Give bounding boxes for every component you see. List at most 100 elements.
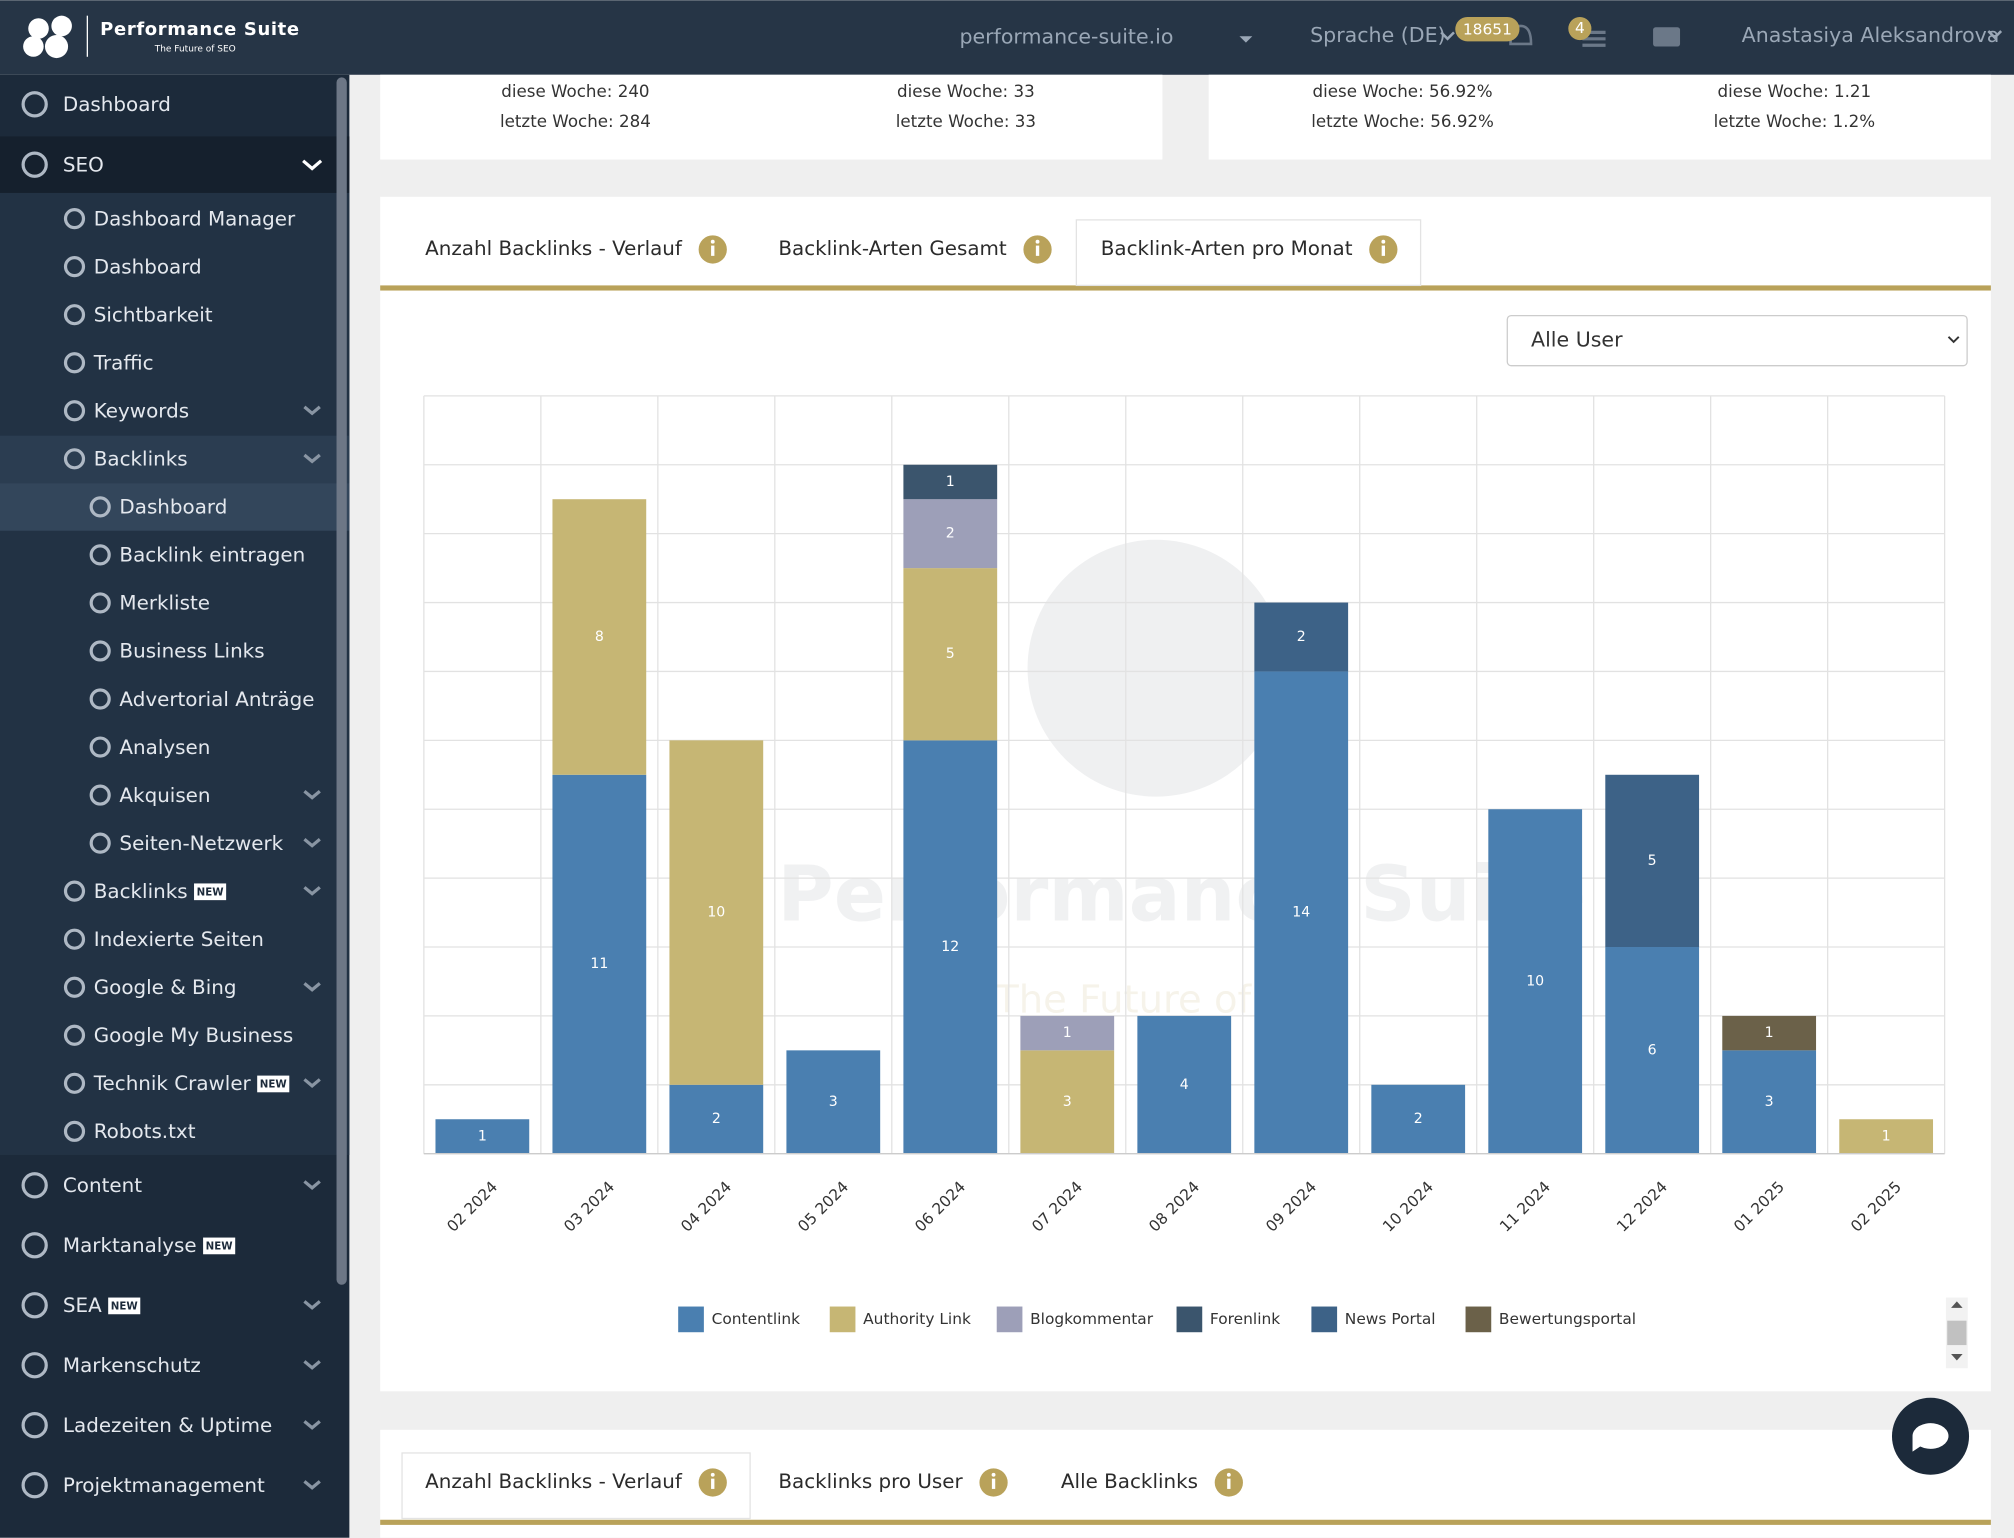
chat-icon	[1912, 1423, 1949, 1452]
menu-item[interactable]: Marktanalyse	[63, 1234, 197, 1257]
chevron[interactable]	[302, 159, 323, 171]
menu-item[interactable]: Seiten-Netzwerk	[119, 832, 283, 855]
tab[interactable]: Anzahl Backlinks - Verlauf	[425, 237, 683, 260]
menu-item[interactable]: Dashboard	[119, 496, 227, 519]
legend-swatch[interactable]	[1311, 1306, 1338, 1333]
menu-icon	[89, 688, 111, 710]
legend-swatch[interactable]	[829, 1306, 856, 1333]
menu-item[interactable]: Robots.txt	[94, 1120, 196, 1143]
info-glyph	[1227, 1478, 1231, 1489]
menu-item[interactable]: SEO	[63, 153, 104, 176]
legend-label[interactable]: News Portal	[1345, 1310, 1436, 1328]
chevron[interactable]	[303, 1480, 321, 1490]
info-glyph	[711, 1478, 715, 1489]
tab-underline	[380, 1519, 1991, 1525]
tab[interactable]: Alle Backlinks	[1061, 1470, 1198, 1493]
menu-item[interactable]: Markenschutz	[63, 1354, 201, 1377]
value-label: 12	[941, 939, 959, 955]
value-label: 1	[1063, 1025, 1072, 1041]
menu-icon	[21, 1292, 48, 1319]
chevron[interactable]	[303, 982, 321, 992]
value-label: 5	[946, 646, 955, 662]
legend-swatch[interactable]	[1465, 1306, 1492, 1333]
menu-item[interactable]: Backlinks	[94, 880, 188, 903]
menu-icon	[89, 784, 111, 806]
value-label: 14	[1292, 905, 1310, 921]
info-glyph	[711, 245, 715, 256]
menu-item[interactable]: Content	[63, 1174, 142, 1197]
menu-item[interactable]: Traffic	[93, 352, 154, 375]
notification-badge	[1568, 16, 1592, 41]
menu-item[interactable]: Dashboard	[94, 255, 202, 278]
bar-segment	[1839, 1119, 1934, 1154]
bar-segment	[1371, 1084, 1466, 1154]
menu-item[interactable]: Indexierte Seiten	[94, 928, 264, 951]
tab[interactable]: Anzahl Backlinks - Verlauf	[425, 1470, 683, 1493]
value-label: 2	[712, 1111, 721, 1127]
menu-item[interactable]: Projektmanagement	[63, 1474, 265, 1497]
menu-item[interactable]: Advertorial Anträge	[119, 688, 314, 711]
mail-icon[interactable]	[1653, 27, 1681, 47]
menu-item[interactable]: Sichtbarkeit	[94, 303, 213, 326]
caret	[1987, 30, 2003, 40]
chevron[interactable]	[303, 453, 321, 464]
menu-item[interactable]: Google & Bing	[94, 976, 237, 999]
language-select[interactable]: Sprache (DE)	[1310, 23, 1445, 47]
menu-icon	[21, 1172, 48, 1199]
menu-item[interactable]: Analysen	[119, 736, 210, 759]
stat-text: letzte Woche: 1.2%	[1714, 112, 1875, 131]
menu-item[interactable]: Google My Business	[94, 1024, 293, 1047]
menu-item[interactable]: SEA	[63, 1294, 102, 1317]
tab[interactable]: Backlink-Arten pro Monat	[1101, 237, 1353, 260]
chevron[interactable]	[303, 405, 321, 416]
legend-label[interactable]: Authority Link	[863, 1310, 971, 1328]
user-menu[interactable]: Anastasiya Aleksandrova	[1742, 23, 2000, 47]
chevron[interactable]	[303, 1300, 321, 1310]
legend-label[interactable]: Contentlink	[712, 1310, 801, 1328]
chevron[interactable]	[303, 1360, 321, 1370]
chevron[interactable]	[303, 886, 321, 896]
logo-subtitle: The Future of SEO	[154, 45, 236, 55]
menu-item[interactable]: Dashboard	[63, 93, 171, 116]
menu-icon	[63, 448, 86, 470]
menu-item[interactable]: Merkliste	[119, 592, 210, 615]
info-glyph	[710, 239, 715, 244]
tab[interactable]: Backlinks pro User	[778, 1470, 963, 1493]
bar-segment	[1605, 774, 1700, 948]
menu-icon	[21, 1412, 48, 1439]
menu-item[interactable]: Backlinks	[94, 448, 188, 471]
menu-icon	[89, 544, 111, 566]
menu-item[interactable]: Keywords	[94, 400, 189, 423]
menu-item[interactable]: Akquisen	[119, 784, 210, 807]
user-filter-value: Alle User	[1531, 328, 1623, 352]
menu-item[interactable]: Dashboard Manager	[94, 207, 296, 230]
legend-swatch[interactable]	[1176, 1306, 1203, 1333]
legend-label[interactable]: Forenlink	[1210, 1310, 1280, 1328]
menu-item[interactable]: Business Links	[119, 640, 264, 663]
chevron[interactable]	[303, 1180, 321, 1190]
chevron[interactable]	[303, 1420, 321, 1430]
new-badge	[108, 1297, 141, 1315]
menu-item[interactable]: Ladezeiten & Uptime	[63, 1414, 272, 1437]
scrollbar	[336, 77, 347, 1285]
bar-segment	[1488, 809, 1583, 1154]
legend-swatch[interactable]	[996, 1306, 1023, 1333]
bar-segment	[1254, 602, 1349, 672]
menu-item[interactable]: Backlink eintragen	[119, 544, 305, 567]
legend-swatch[interactable]	[678, 1306, 704, 1333]
user-filter[interactable]	[1506, 314, 1968, 367]
bar-segment	[1020, 1050, 1115, 1154]
stat-text: letzte Woche: 56.92%	[1311, 112, 1494, 131]
chevron[interactable]	[303, 789, 321, 800]
legend-label[interactable]: Blogkommentar	[1030, 1310, 1154, 1328]
info-glyph	[991, 1472, 996, 1477]
menu-icon	[63, 208, 86, 230]
tab[interactable]: Backlink-Arten Gesamt	[778, 237, 1007, 260]
stat-card	[380, 74, 1163, 160]
menu-item[interactable]: Technik Crawler	[93, 1072, 252, 1095]
chevron[interactable]	[303, 838, 321, 848]
domain-select[interactable]: performance-suite.io	[959, 25, 1173, 49]
legend-label[interactable]: Bewertungsportal	[1499, 1310, 1636, 1328]
chevron[interactable]	[303, 1078, 321, 1088]
